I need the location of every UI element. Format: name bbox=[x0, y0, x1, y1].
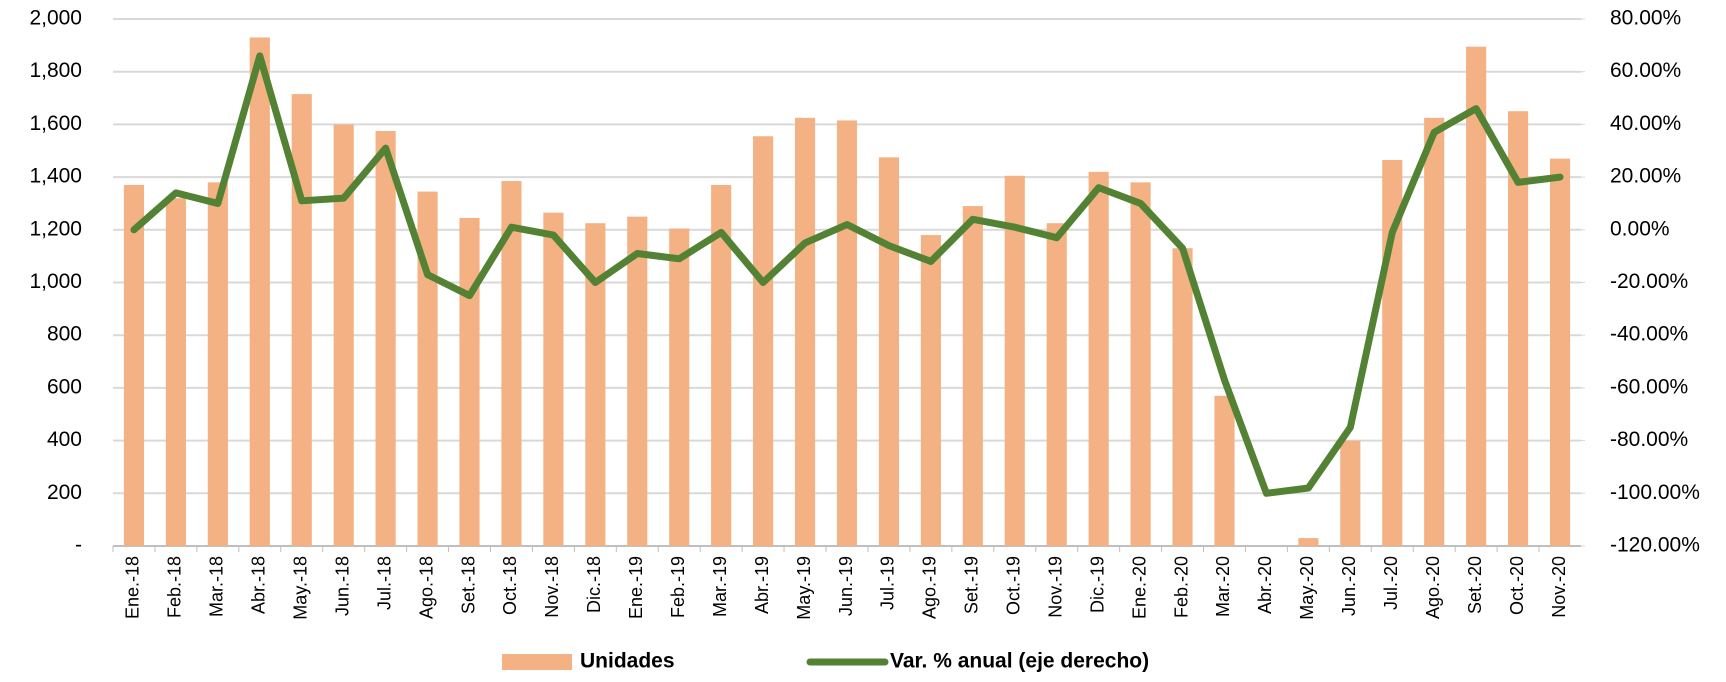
x-tick-label: Ago.-19 bbox=[920, 556, 940, 619]
x-tick-label: Ene.-19 bbox=[626, 556, 646, 619]
bar bbox=[1172, 248, 1193, 546]
bar bbox=[543, 212, 564, 547]
x-tick-label: Set.-18 bbox=[458, 556, 478, 614]
y2-tick-label: 0.00% bbox=[1610, 217, 1670, 240]
y-tick-label: 1,600 bbox=[29, 112, 82, 135]
bar bbox=[333, 124, 354, 547]
x-tick-label: Set.-20 bbox=[1465, 556, 1485, 614]
x-tick-label: Nov.-20 bbox=[1549, 556, 1569, 618]
x-tick-label: Abr.-19 bbox=[752, 556, 772, 614]
y-tick-label: 1,800 bbox=[29, 59, 82, 82]
bar bbox=[1466, 46, 1487, 546]
x-tick-label: Nov.-19 bbox=[1045, 556, 1065, 618]
y-tick-label: 400 bbox=[47, 428, 82, 451]
x-tick-label: Mar.-18 bbox=[207, 556, 227, 617]
x-tick-label: Feb.-18 bbox=[165, 556, 185, 618]
bar bbox=[1508, 111, 1529, 546]
x-tick-label: Jul.-19 bbox=[878, 556, 898, 610]
x-tick-label: Abr.-20 bbox=[1255, 556, 1275, 614]
legend-swatch bbox=[502, 654, 572, 670]
y2-tick-label: -60.00% bbox=[1610, 375, 1688, 398]
bar bbox=[920, 235, 941, 546]
x-tick-label: Oct.-19 bbox=[1004, 556, 1024, 615]
x-tick-label: Ene.-20 bbox=[1129, 556, 1149, 619]
x-tick-label: Nov.-18 bbox=[542, 556, 562, 618]
y-tick-label: - bbox=[75, 534, 82, 557]
x-tick-label: Abr.-18 bbox=[249, 556, 269, 614]
line bbox=[130, 52, 1564, 497]
y2-tick-label: -20.00% bbox=[1610, 270, 1688, 293]
bar bbox=[585, 223, 606, 546]
bar bbox=[711, 185, 732, 546]
bar bbox=[459, 217, 480, 546]
bar bbox=[207, 182, 228, 546]
x-tick-label: May.-18 bbox=[290, 556, 310, 620]
y2-tick-label: -80.00% bbox=[1610, 428, 1688, 451]
bar bbox=[123, 185, 145, 546]
bar bbox=[753, 136, 774, 546]
bar bbox=[878, 157, 900, 546]
x-tick-label: Ene.-18 bbox=[123, 556, 143, 619]
bar bbox=[291, 94, 312, 546]
bar bbox=[1340, 440, 1361, 546]
x-tick-label: Jun.-20 bbox=[1339, 556, 1359, 616]
y2-tick-label: 80.00% bbox=[1610, 7, 1681, 30]
x-tick-label: Set.-19 bbox=[962, 556, 982, 614]
y-tick-label: 1,400 bbox=[29, 165, 82, 188]
bar bbox=[501, 181, 522, 547]
y2-tick-label: -40.00% bbox=[1610, 323, 1688, 346]
x-tick-label: Jun.-18 bbox=[332, 556, 352, 616]
y-tick-label: 600 bbox=[47, 375, 82, 398]
x-tick-label: Ago.-18 bbox=[416, 556, 436, 619]
bar bbox=[794, 117, 816, 546]
x-tick-label: Jul.-18 bbox=[374, 556, 394, 610]
bar bbox=[1004, 175, 1025, 546]
bar bbox=[1424, 117, 1445, 546]
bar bbox=[165, 198, 186, 546]
x-tick-label: Mar.-19 bbox=[710, 556, 730, 617]
legend-label: Unidades bbox=[580, 650, 675, 673]
x-tick-label: May.-20 bbox=[1297, 556, 1317, 620]
bar bbox=[1046, 223, 1067, 546]
x-tick-label: Jun.-19 bbox=[836, 556, 856, 616]
x-tick-label: Oct.-20 bbox=[1507, 556, 1527, 615]
y2-tick-label: 20.00% bbox=[1610, 165, 1681, 188]
x-tick-label: May.-19 bbox=[794, 556, 814, 620]
bar bbox=[627, 216, 648, 546]
y-tick-label: 2,000 bbox=[29, 7, 82, 30]
bar bbox=[1214, 395, 1235, 546]
x-tick-label: Jul.-20 bbox=[1381, 556, 1401, 610]
bar bbox=[1130, 182, 1151, 546]
y-tick-label: 800 bbox=[47, 323, 82, 346]
x-tick-label: Ago.-20 bbox=[1423, 556, 1443, 619]
y-tick-label: 1,000 bbox=[29, 270, 82, 293]
x-tick-label: Feb.-19 bbox=[668, 556, 688, 618]
x-tick-label: Dic.-19 bbox=[1087, 556, 1107, 613]
x-tick-label: Mar.-20 bbox=[1213, 556, 1233, 617]
bar bbox=[249, 37, 270, 546]
bar bbox=[1088, 171, 1109, 546]
bar bbox=[1549, 158, 1571, 546]
y2-tick-label: 60.00% bbox=[1610, 59, 1681, 82]
y2-tick-label: -120.00% bbox=[1610, 534, 1700, 557]
x-tick-label: Feb.-20 bbox=[1171, 556, 1191, 618]
bar bbox=[962, 206, 983, 546]
bar bbox=[1298, 538, 1319, 546]
bar bbox=[375, 130, 396, 547]
bar bbox=[836, 120, 858, 546]
y-tick-label: 1,200 bbox=[29, 217, 82, 240]
y2-tick-label: -100.00% bbox=[1610, 481, 1700, 504]
y-tick-label: 200 bbox=[47, 481, 82, 504]
x-tick-label: Dic.-18 bbox=[584, 556, 604, 613]
y2-tick-label: 40.00% bbox=[1610, 112, 1681, 135]
bar bbox=[669, 228, 690, 547]
legend-label: Var. % anual (eje derecho) bbox=[890, 650, 1149, 673]
x-tick-label: Oct.-18 bbox=[500, 556, 520, 615]
